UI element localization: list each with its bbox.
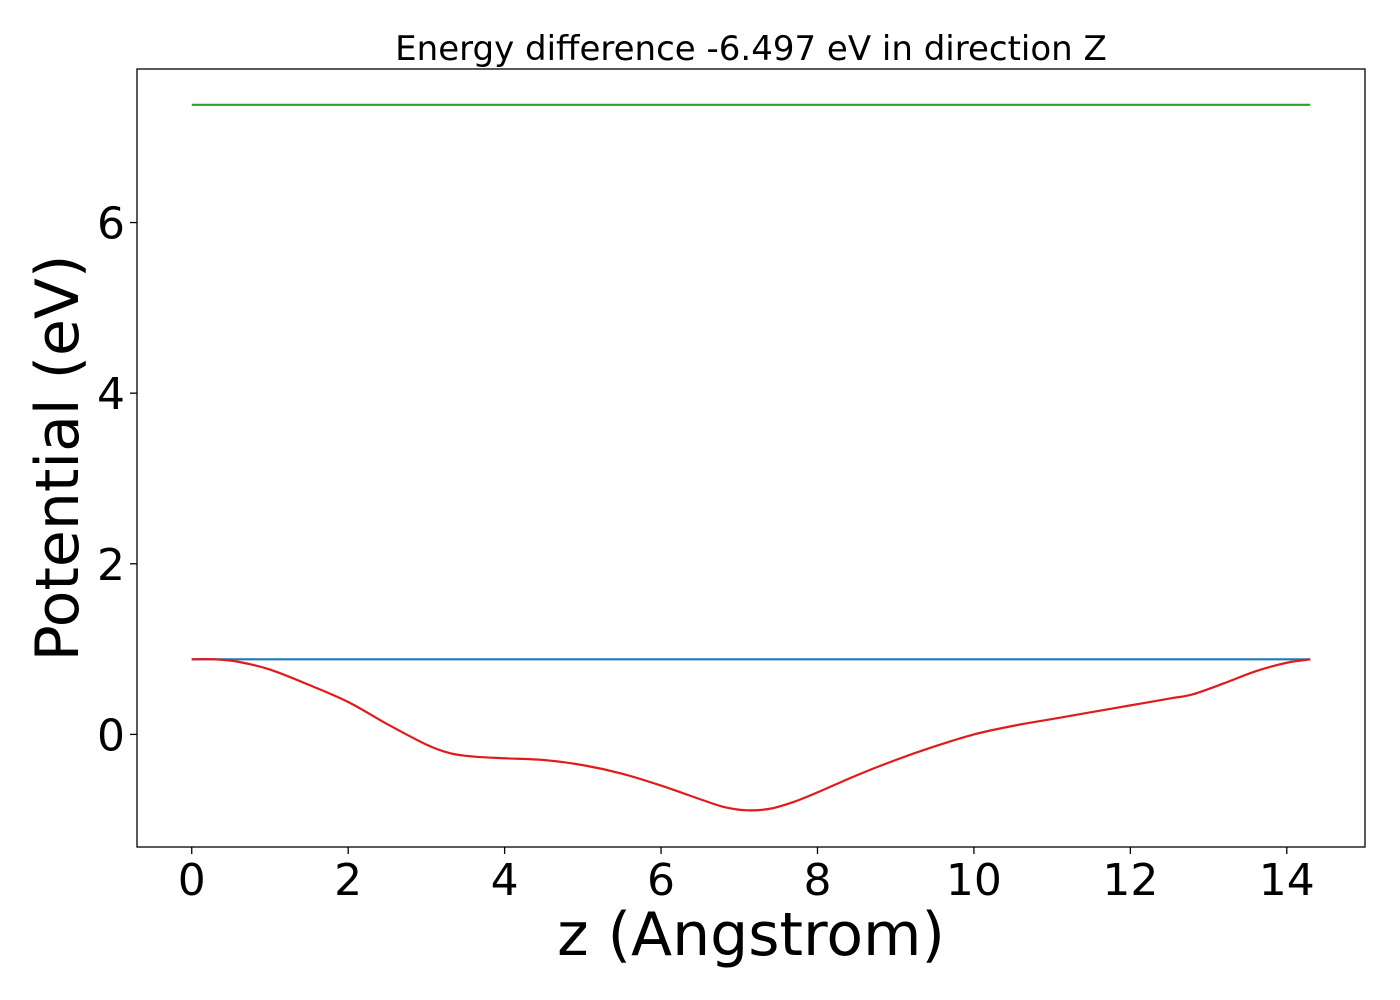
planar-average-line [191,658,1311,812]
chart-title: Energy difference -6.497 eV in direction… [395,29,1107,69]
x-tick-label: 12 [1102,855,1158,906]
x-axis-label: z (Angstrom) [557,900,945,970]
series-layer [191,103,1311,812]
x-tick-label: 6 [647,855,675,906]
y-tick-label: 2 [97,540,125,591]
x-tick-label: 14 [1259,855,1315,906]
x-tick-label: 2 [334,855,362,906]
plot-area-frame [136,68,1366,848]
x-tick-label: 4 [491,855,519,906]
x-axis-ticks: 0 2 4 6 8 10 12 14 [178,847,1315,906]
y-tick-label: 4 [97,369,125,420]
x-tick-label: 10 [946,855,1002,906]
y-axis-ticks: 0 2 4 6 [97,199,137,761]
x-tick-label: 0 [178,855,206,906]
x-tick-label: 8 [803,855,831,906]
y-axis-label: Potential (eV) [23,255,93,662]
y-tick-label: 6 [97,199,125,250]
y-tick-label: 0 [97,710,125,761]
